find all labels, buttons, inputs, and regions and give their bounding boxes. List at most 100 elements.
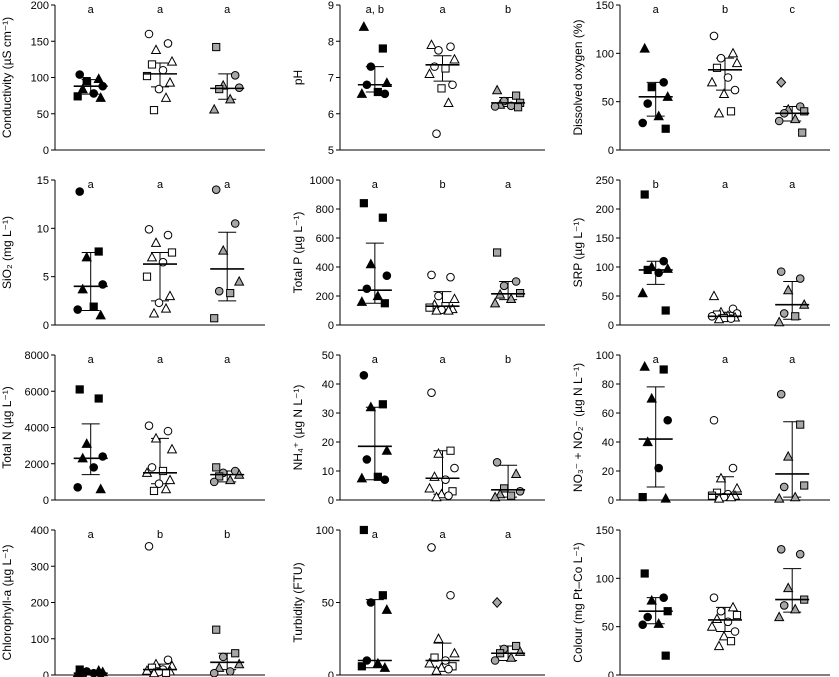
data-point <box>436 662 447 672</box>
data-point <box>449 293 460 303</box>
data-point <box>142 272 152 281</box>
data-point <box>163 655 173 665</box>
data-point <box>430 62 439 71</box>
data-point <box>726 637 736 646</box>
data-point <box>800 481 809 490</box>
y-tick-label: 250 <box>596 175 614 187</box>
data-point <box>637 287 648 298</box>
data-point <box>661 306 670 315</box>
data-point <box>365 258 377 269</box>
significance-letter: a <box>789 354 796 366</box>
data-point <box>776 267 786 276</box>
data-point <box>782 450 794 461</box>
y-tick-label: 4000 <box>25 423 49 435</box>
data-point <box>716 53 726 63</box>
y-tick-label: 10 <box>322 466 334 478</box>
y-tick-label: 50 <box>602 97 614 109</box>
group-3 <box>773 545 810 622</box>
y-tick-label: 200 <box>596 204 614 216</box>
data-point <box>500 484 509 493</box>
data-point <box>638 118 648 128</box>
data-point <box>659 256 669 266</box>
data-point <box>77 283 88 294</box>
data-point <box>773 492 785 503</box>
y-axis-label: SiO₂ (mg L⁻¹) <box>0 216 14 289</box>
group-1: a <box>638 354 673 503</box>
data-point <box>164 76 176 87</box>
data-point <box>144 225 154 234</box>
y-tick-label: 100 <box>31 634 49 646</box>
data-point <box>434 291 443 301</box>
data-point <box>443 97 454 107</box>
data-point <box>94 247 103 256</box>
data-point <box>211 185 221 194</box>
y-tick-label: 60 <box>602 408 614 420</box>
data-point <box>154 479 164 488</box>
y-tick-label: 9 <box>328 0 334 12</box>
group-2: a <box>424 4 460 138</box>
data-point <box>356 472 368 483</box>
data-point <box>511 277 521 286</box>
significance-letter: a <box>372 354 379 366</box>
data-point <box>224 93 236 104</box>
significance-letter: a <box>722 354 729 366</box>
data-point <box>230 71 240 80</box>
data-point <box>490 656 500 665</box>
data-point <box>708 290 720 301</box>
panel-1: 0 50 100 150 200 Conductivity (µS cm⁻¹) a a a <box>0 0 265 157</box>
y-tick-label: 40 <box>602 437 614 449</box>
y-axis-label: NH₄⁺ (µg N L⁻¹) <box>291 385 305 471</box>
data-point <box>233 658 245 669</box>
data-point <box>378 44 387 53</box>
group-3: a <box>209 354 245 487</box>
significance-letter: b <box>157 529 163 541</box>
data-point <box>796 420 805 429</box>
data-point <box>81 251 92 262</box>
data-point <box>731 57 743 68</box>
significance-letter: b <box>439 179 445 191</box>
data-point <box>449 53 460 64</box>
data-point <box>774 116 784 126</box>
data-point <box>647 83 656 92</box>
data-point <box>427 543 436 552</box>
data-point <box>212 463 221 472</box>
y-tick-label: 100 <box>316 525 334 537</box>
data-point <box>789 491 801 502</box>
data-point <box>441 64 450 73</box>
y-tick-label: 20 <box>602 466 614 478</box>
significance-letter: a <box>653 354 660 366</box>
data-point <box>776 76 787 88</box>
data-point <box>446 272 455 282</box>
y-tick-label: 100 <box>31 73 49 85</box>
significance-letter: a <box>88 4 95 16</box>
y-tick-label: 0 <box>43 320 49 332</box>
data-point <box>81 438 92 448</box>
data-point <box>210 314 219 323</box>
y-tick-label: 0 <box>328 320 334 332</box>
y-tick-label: 0 <box>328 670 334 677</box>
data-point <box>95 309 106 320</box>
y-tick-label: 40 <box>322 379 334 391</box>
y-tick-label: 400 <box>31 525 49 537</box>
significance-letter: a <box>224 179 231 191</box>
data-point <box>713 640 725 651</box>
y-tick-label: 80 <box>602 379 614 391</box>
data-point <box>779 601 789 610</box>
data-point <box>431 304 442 315</box>
data-point <box>446 42 455 51</box>
panel-6: 0 50 100 150 200 250 SRP (µg L⁻¹) b a a <box>571 175 830 332</box>
y-tick-label: 0 <box>608 495 614 507</box>
data-point <box>380 89 390 99</box>
y-tick-label: 20 <box>322 437 334 449</box>
data-point <box>450 463 459 473</box>
data-point <box>709 593 719 602</box>
data-point <box>510 468 522 478</box>
y-tick-label: 8 <box>328 36 334 48</box>
group-3: a <box>489 179 526 308</box>
y-tick-label: 100 <box>596 573 614 585</box>
data-point <box>727 47 739 58</box>
panel-10: 0 100 200 300 400 Chlorophyll-a (µg L⁻¹) a b b <box>0 525 265 677</box>
data-point <box>154 298 164 308</box>
data-point <box>791 312 800 321</box>
